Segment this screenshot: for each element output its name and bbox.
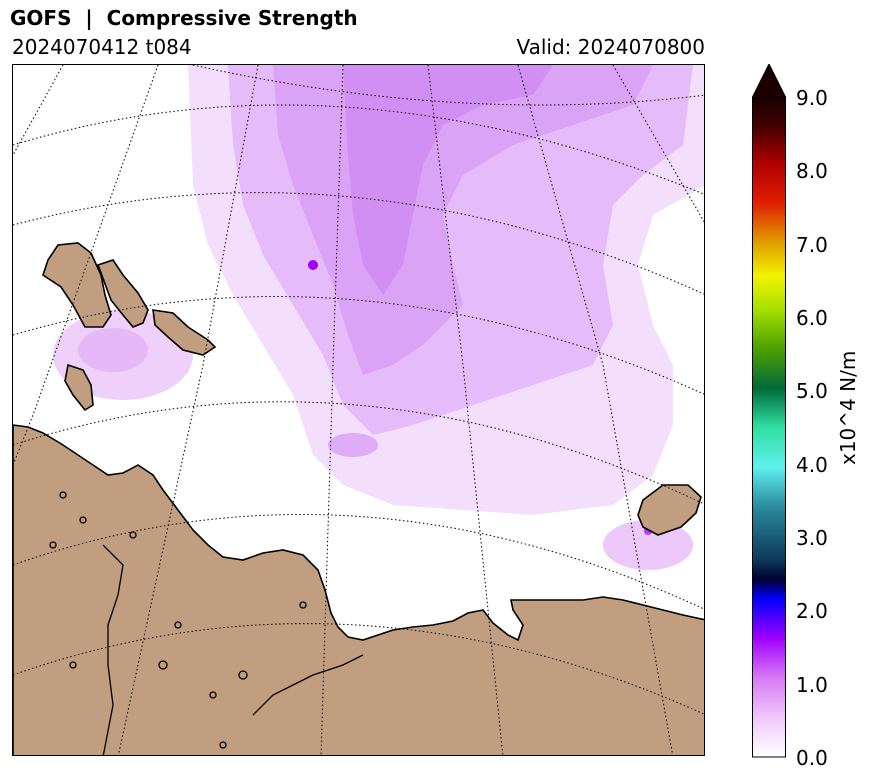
meridian-5 — [427, 65, 504, 755]
colorbar-tick-0: 0.0 — [796, 746, 828, 770]
parallel-2 — [13, 104, 704, 195]
land-island-west-south — [152, 309, 217, 356]
lake-5 — [158, 660, 168, 670]
parallel-6 — [13, 513, 704, 610]
lake-9 — [69, 661, 77, 669]
ice-field-patch-east — [603, 520, 693, 570]
colorbar-tick-7: 7.0 — [796, 233, 828, 257]
valid-time-label: Valid: 2024070800 — [516, 35, 705, 59]
run-time-label: 2024070412 t084 — [12, 35, 192, 59]
lake-10 — [299, 601, 307, 609]
colorbar-tick-4: 4.0 — [796, 453, 828, 477]
land-mainland — [13, 424, 704, 755]
graticule — [13, 65, 704, 755]
lake-8 — [174, 621, 182, 629]
meridian-7 — [612, 65, 704, 223]
colorbar-units-label: x10^4 N/m — [836, 350, 860, 465]
land-island-west-north — [42, 242, 112, 328]
parallel-1 — [192, 65, 704, 106]
colorbar-svg — [751, 62, 787, 758]
colorbar-tick-2: 2.0 — [796, 599, 828, 623]
lake-11 — [219, 741, 227, 749]
parallel-7 — [13, 623, 704, 715]
ice-field-patch-west-inner — [78, 328, 148, 372]
land-island-east — [637, 484, 702, 536]
land-island-west-east — [96, 259, 149, 328]
river-line — [102, 544, 124, 755]
colorbar-tick-9: 9.0 — [796, 86, 828, 110]
colorbar-tick-1: 1.0 — [796, 673, 828, 697]
land-masses — [13, 242, 704, 755]
lake-7 — [238, 670, 248, 680]
map-panel — [12, 64, 705, 756]
map-title: GOFS | Compressive Strength — [10, 6, 358, 30]
ice-field-patch-south — [328, 433, 378, 457]
lake-6 — [209, 691, 217, 699]
meridian-6 — [517, 65, 674, 755]
lake-2 — [79, 516, 87, 524]
land-island-small — [64, 363, 94, 412]
colorbar-extend-arrow — [751, 62, 787, 99]
coast-inland-line — [252, 654, 364, 716]
colorbar-tick-6: 6.0 — [796, 306, 828, 330]
meridian-1 — [13, 65, 64, 156]
colorbar-tick-3: 3.0 — [796, 526, 828, 550]
colorbar-tick-5: 5.0 — [796, 379, 828, 403]
lake-3 — [49, 541, 57, 549]
colorbar-ramp — [752, 97, 786, 758]
parallel-5 — [13, 401, 704, 505]
meridian-4 — [320, 65, 344, 755]
ice-strength-peak — [308, 260, 318, 270]
map-canvas — [13, 65, 704, 755]
colorbar — [751, 62, 787, 758]
meridian-3 — [117, 65, 259, 755]
ice-field-core — [343, 65, 553, 295]
lake-1 — [59, 491, 67, 499]
lake-outlines — [49, 491, 364, 755]
colorbar-tick-8: 8.0 — [796, 159, 828, 183]
